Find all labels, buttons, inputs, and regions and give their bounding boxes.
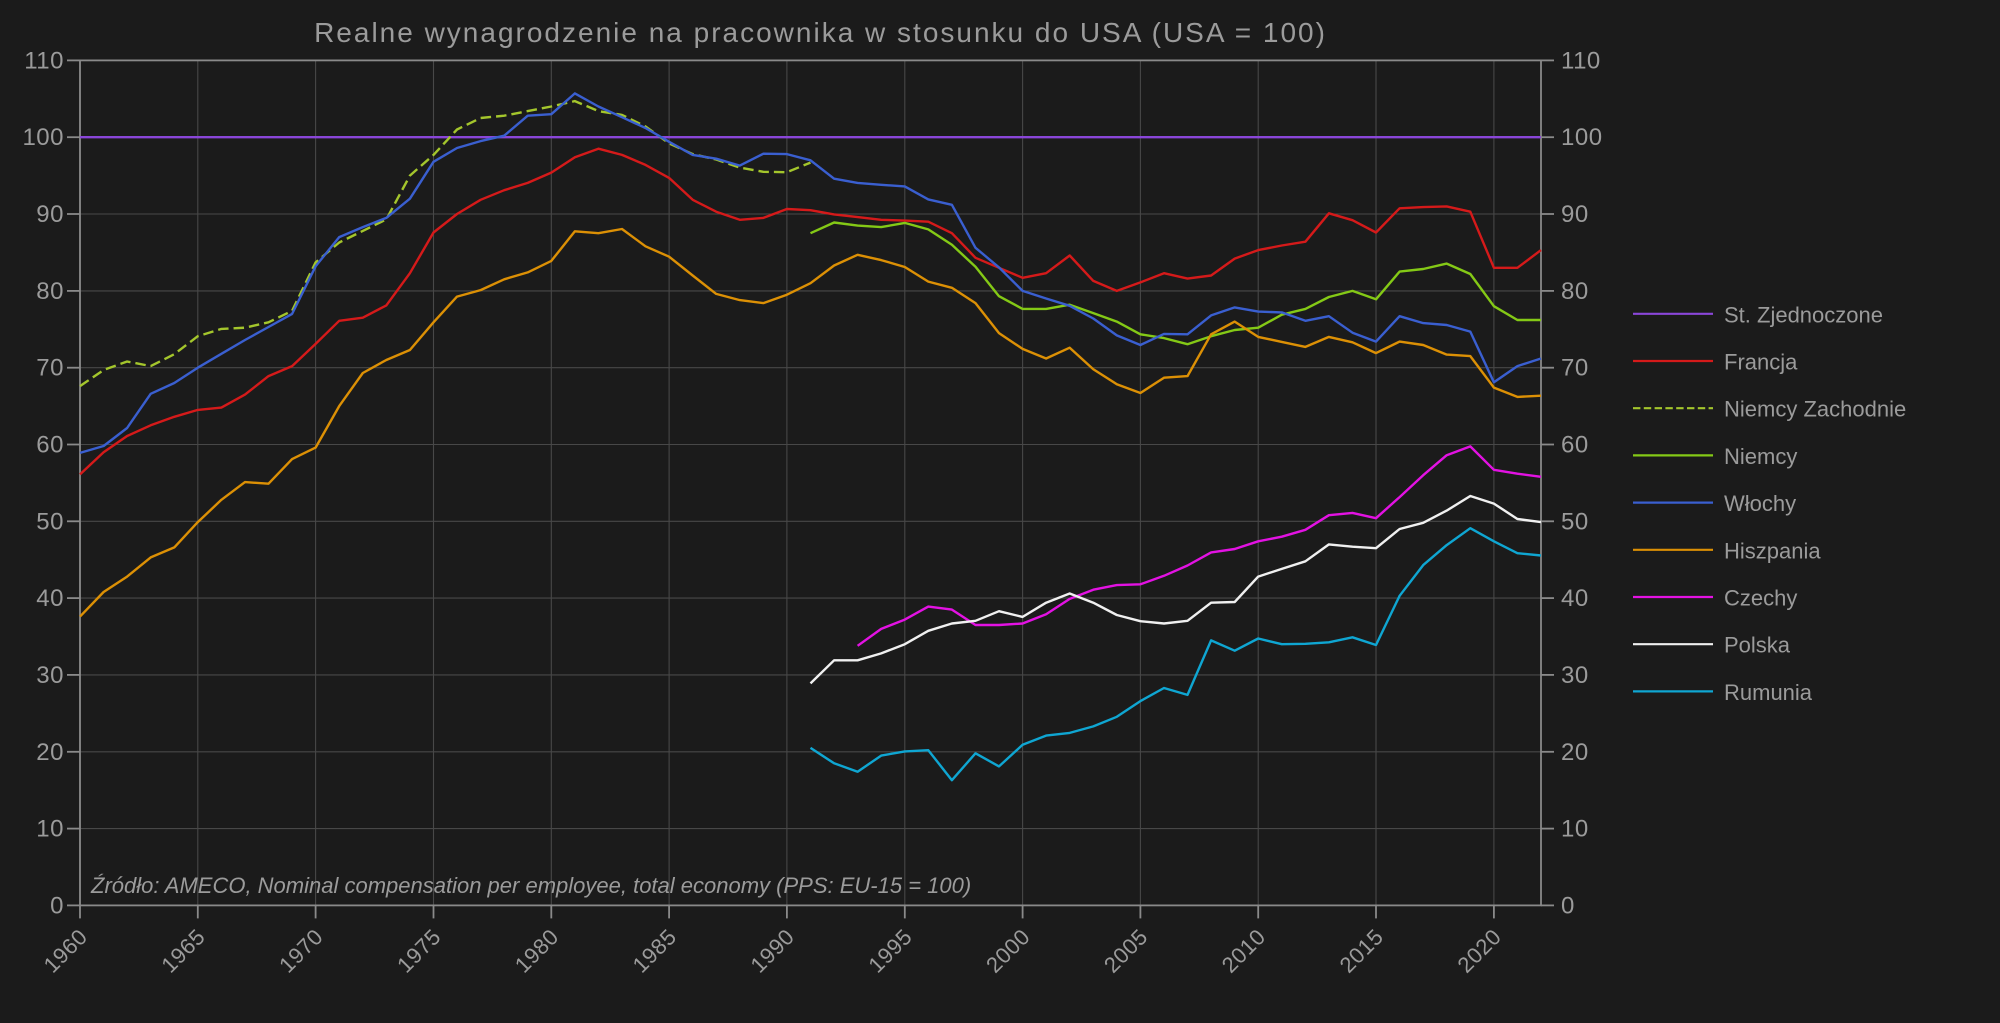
svg-text:50: 50 — [1561, 508, 1589, 535]
svg-text:2005: 2005 — [1099, 924, 1153, 978]
svg-text:Francja: Francja — [1724, 350, 1798, 375]
svg-text:90: 90 — [36, 201, 64, 228]
svg-text:110: 110 — [24, 47, 64, 74]
svg-text:70: 70 — [36, 355, 64, 382]
svg-text:90: 90 — [1561, 201, 1589, 228]
svg-text:1980: 1980 — [510, 924, 564, 978]
svg-text:20: 20 — [1561, 739, 1589, 766]
svg-text:0: 0 — [1561, 892, 1575, 919]
svg-text:Niemcy: Niemcy — [1724, 444, 1797, 469]
svg-text:Rumunia: Rumunia — [1724, 680, 1813, 705]
svg-text:1985: 1985 — [628, 924, 682, 978]
svg-text:40: 40 — [36, 585, 64, 612]
svg-text:1995: 1995 — [863, 924, 917, 978]
svg-text:80: 80 — [1561, 278, 1589, 305]
svg-text:10: 10 — [36, 816, 64, 843]
svg-text:Włochy: Włochy — [1724, 491, 1796, 516]
svg-text:2020: 2020 — [1452, 924, 1506, 978]
svg-text:2015: 2015 — [1335, 924, 1389, 978]
svg-text:1990: 1990 — [745, 924, 799, 978]
svg-text:0: 0 — [50, 892, 64, 919]
svg-text:100: 100 — [22, 124, 64, 151]
svg-text:70: 70 — [1561, 355, 1589, 382]
svg-text:2000: 2000 — [981, 924, 1035, 978]
svg-text:1960: 1960 — [39, 924, 93, 978]
svg-text:100: 100 — [1561, 124, 1603, 151]
svg-text:2010: 2010 — [1217, 924, 1271, 978]
svg-text:1965: 1965 — [156, 924, 210, 978]
svg-text:30: 30 — [36, 662, 64, 689]
svg-text:Polska: Polska — [1724, 633, 1791, 658]
svg-text:20: 20 — [36, 739, 64, 766]
svg-text:40: 40 — [1561, 585, 1589, 612]
svg-text:50: 50 — [36, 508, 64, 535]
svg-text:1975: 1975 — [392, 924, 446, 978]
svg-text:10: 10 — [1561, 816, 1589, 843]
svg-text:60: 60 — [36, 432, 64, 459]
svg-text:110: 110 — [1561, 47, 1601, 74]
svg-text:1970: 1970 — [274, 924, 328, 978]
svg-text:80: 80 — [36, 278, 64, 305]
svg-text:60: 60 — [1561, 432, 1589, 459]
svg-text:30: 30 — [1561, 662, 1589, 689]
svg-text:Niemcy Zachodnie: Niemcy Zachodnie — [1724, 397, 1906, 422]
svg-text:Czechy: Czechy — [1724, 586, 1797, 611]
svg-text:Hiszpania: Hiszpania — [1724, 538, 1821, 563]
svg-text:St. Zjednoczone: St. Zjednoczone — [1724, 302, 1883, 327]
